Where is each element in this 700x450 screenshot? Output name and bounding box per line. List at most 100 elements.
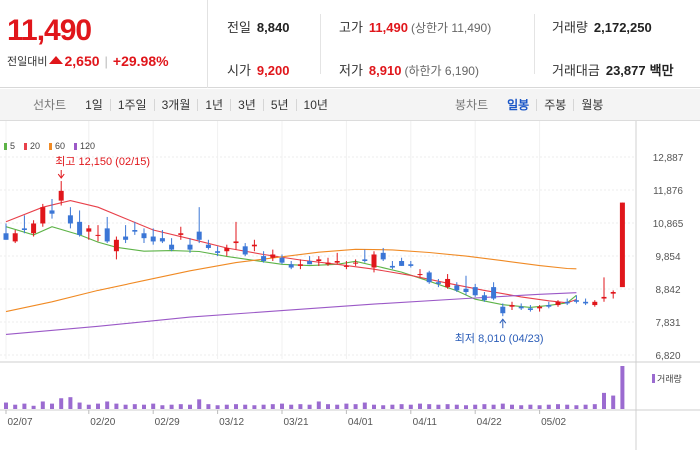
y-tick-label: 12,887 xyxy=(653,153,684,164)
open-price: 시가 9,200 xyxy=(227,63,290,78)
volume-bar xyxy=(344,403,349,409)
x-tick-label: 02/29 xyxy=(155,417,180,428)
volume-bar xyxy=(178,404,183,409)
volume-bar xyxy=(123,404,128,409)
divider: | xyxy=(104,53,108,69)
candle-body xyxy=(169,244,175,250)
divider xyxy=(534,14,535,74)
volume-bar xyxy=(583,404,588,409)
candle-body xyxy=(527,308,533,310)
tab-3y[interactable]: 3년 xyxy=(230,98,263,111)
candle-body xyxy=(261,256,267,262)
candle-body xyxy=(58,190,64,201)
volume-bar xyxy=(510,404,514,409)
candle-body xyxy=(242,246,248,255)
volume-bar xyxy=(270,404,275,409)
volume-bar xyxy=(482,404,487,409)
candle-body xyxy=(481,295,487,301)
volume-bar xyxy=(464,405,468,409)
candle-body xyxy=(435,282,441,284)
candle-body xyxy=(518,306,524,309)
candle-body xyxy=(380,252,386,260)
volume-bar xyxy=(326,404,330,409)
volume-bar xyxy=(519,405,524,409)
change-value: 2,650 xyxy=(64,53,100,69)
tab-daily[interactable]: 일봉 xyxy=(507,97,530,112)
candle-body xyxy=(371,254,377,268)
volume-bar xyxy=(381,405,386,409)
candle-body xyxy=(297,264,303,266)
legend-item: 5 xyxy=(4,141,15,151)
line-chart-label: 선차트 xyxy=(33,98,67,112)
volume-bar xyxy=(473,404,478,409)
volume-bar xyxy=(491,404,496,409)
volume-bar xyxy=(234,404,238,409)
volume-label: 거래량 xyxy=(657,373,682,384)
volume-bar xyxy=(289,404,294,409)
tab-5y[interactable]: 5년 xyxy=(262,98,296,111)
volume-bar xyxy=(68,397,73,409)
candle-body xyxy=(408,264,414,266)
candle-body xyxy=(279,257,285,263)
candle-body xyxy=(49,210,55,214)
candle-body xyxy=(215,251,221,253)
volume-bar xyxy=(372,404,376,409)
volume-bar xyxy=(307,404,312,409)
candle-body xyxy=(141,233,147,239)
candle-body xyxy=(31,223,37,234)
tab-10y[interactable]: 10년 xyxy=(295,98,335,111)
volume-bar xyxy=(611,395,616,409)
tab-weekly[interactable]: 주봉 xyxy=(536,98,573,111)
volume-bar xyxy=(399,404,404,409)
y-tick-label: 10,865 xyxy=(653,219,684,230)
change-percent: +29.98% xyxy=(112,53,169,69)
divider xyxy=(320,14,321,74)
candle-body xyxy=(573,300,579,302)
candle-body xyxy=(251,244,257,247)
candle-body xyxy=(316,259,322,262)
volume-bar xyxy=(454,404,459,409)
volume-bar xyxy=(132,404,137,409)
volume-bar xyxy=(602,392,606,409)
x-tick-label: 03/21 xyxy=(283,417,308,428)
candle-body xyxy=(21,228,27,231)
candle-body xyxy=(150,236,156,242)
candle-body xyxy=(546,305,552,307)
candle-body xyxy=(159,238,165,242)
volume-bar xyxy=(31,405,36,409)
tab-monthly[interactable]: 월봉 xyxy=(573,98,610,111)
low-price: 저가 8,910 (하한가 6,190) xyxy=(339,63,479,78)
candle-body xyxy=(555,301,561,306)
volume-bar xyxy=(59,398,64,409)
volume-bar xyxy=(188,404,192,409)
quote-info-grid: 전일 8,840 고가 11,490 (상한가 11,490) 거래량 2,172,25… xyxy=(209,0,700,88)
candle-body xyxy=(40,207,46,224)
volume-bar xyxy=(261,404,266,409)
volume-bar xyxy=(160,405,165,409)
tab-1d[interactable]: 1일 xyxy=(85,97,103,112)
tab-1w[interactable]: 1주일 xyxy=(109,98,154,111)
volume-bar xyxy=(151,403,156,409)
candle-body xyxy=(353,262,359,264)
ma-line-20 xyxy=(5,200,577,304)
candle-body xyxy=(113,239,119,252)
candle-body xyxy=(537,306,543,309)
volume-bar xyxy=(105,401,110,409)
candle-body xyxy=(362,259,368,262)
volume-bar xyxy=(197,399,202,409)
price-chart: 12,887 11,876 10,865 9,854 8,842 7,831 6,820 02… xyxy=(0,121,700,450)
volume-bar xyxy=(436,404,441,409)
tab-3m[interactable]: 3개월 xyxy=(153,98,198,111)
candle-body xyxy=(592,301,598,306)
candle-body xyxy=(500,306,506,314)
change-label: 전일대비 xyxy=(7,56,48,68)
legend-item: 60 xyxy=(49,141,65,151)
chart-tab-bar: 선차트 1일 1주일 3개월 1년 3년 5년 10년 봉차트 일봉 주봉 월봉 xyxy=(0,89,700,121)
price-box: 11,490 전일대비 2,650 | +29.98% xyxy=(0,0,208,88)
candle-body xyxy=(454,285,460,291)
tab-1y[interactable]: 1년 xyxy=(197,98,230,111)
volume-bar xyxy=(13,404,18,409)
candle-body xyxy=(178,233,184,235)
ma-line-60 xyxy=(5,248,577,313)
y-tick-label: 9,854 xyxy=(655,252,680,263)
